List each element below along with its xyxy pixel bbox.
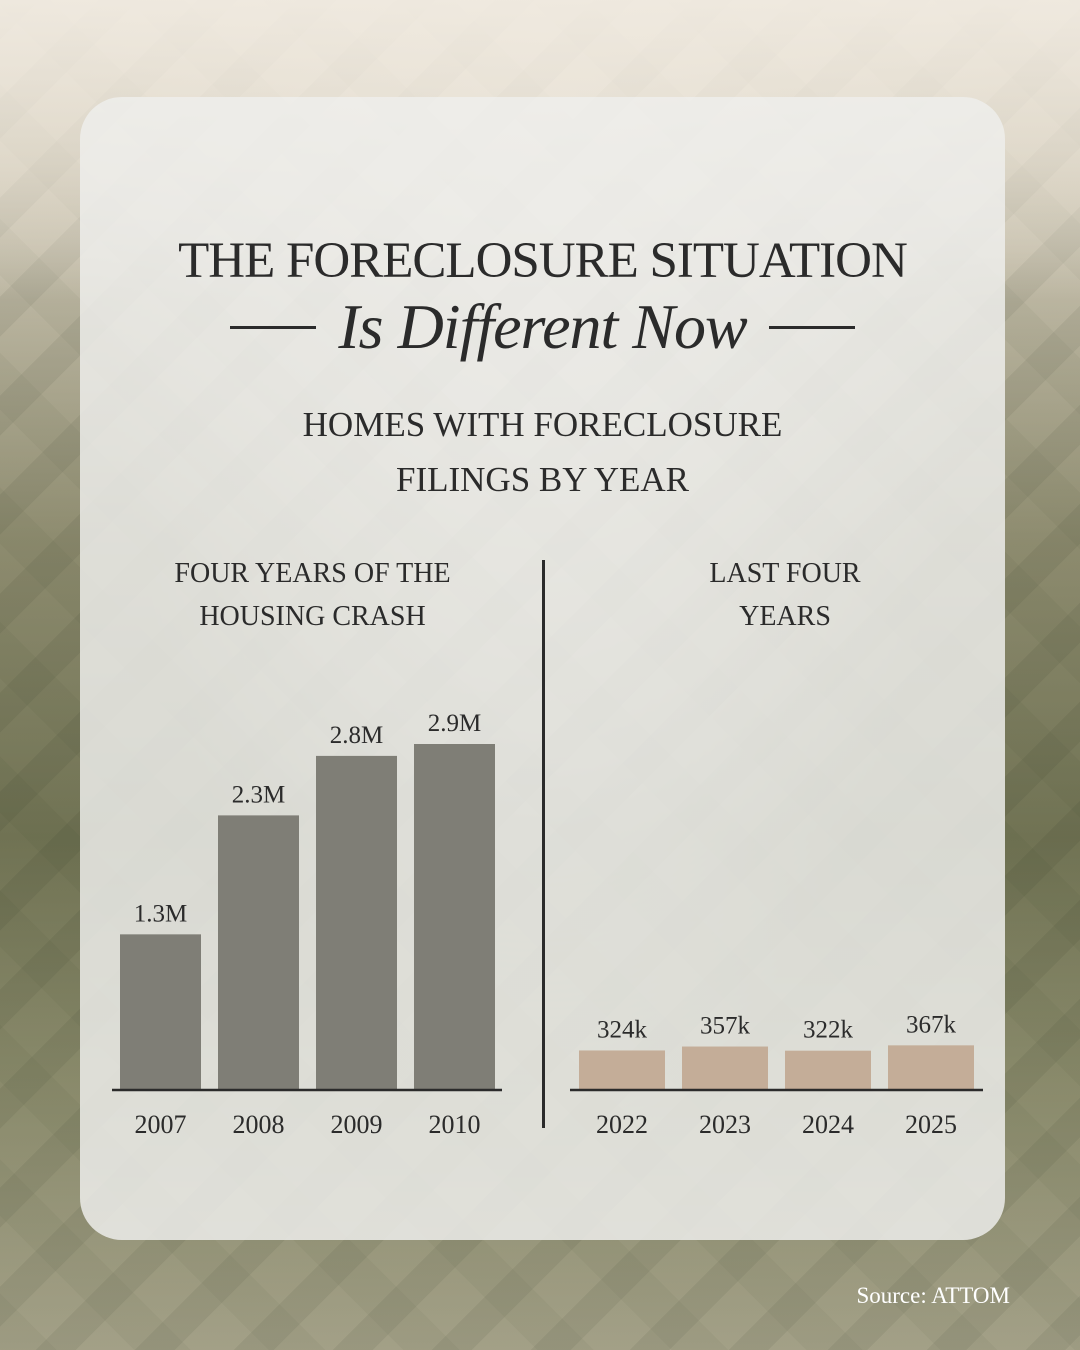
crash-tick-label-2010: 2010 <box>429 1110 481 1139</box>
crash-data-label-2007: 1.3M <box>134 900 187 927</box>
recent-tick-label-2023: 2023 <box>699 1110 751 1139</box>
recent-data-label-2024: 322k <box>803 1017 854 1044</box>
recent-bar-2022 <box>579 1050 665 1089</box>
crash-tick-label-2007: 2007 <box>135 1110 187 1139</box>
crash-data-label-2008: 2.3M <box>232 781 285 808</box>
crash-bar-2008 <box>218 815 299 1089</box>
recent-tick-label-2024: 2024 <box>802 1110 854 1139</box>
headline-line-2-row: Is Different Now <box>80 290 1005 364</box>
infographic-card: THE FORECLOSURE SITUATION Is Different N… <box>80 97 1005 1240</box>
crash-tick-label-2009: 2009 <box>331 1110 383 1139</box>
headline-rule-right <box>768 325 855 329</box>
headline-rule-left <box>230 325 317 329</box>
subtitle-line-2: FILINGS BY YEAR <box>396 460 689 499</box>
crash-data-label-2010: 2.9M <box>428 710 481 737</box>
recent-data-label-2025: 367k <box>906 1011 957 1038</box>
recent-bar-2024 <box>785 1050 871 1089</box>
panel-divider <box>542 560 545 1128</box>
crash-data-label-2009: 2.8M <box>330 722 383 749</box>
headline-line-2: Is Different Now <box>338 291 747 362</box>
recent-data-label-2022: 324k <box>597 1016 648 1043</box>
crash-tick-label-2008: 2008 <box>233 1110 285 1139</box>
recent-bar-2023 <box>682 1046 768 1089</box>
headline-line-1: THE FORECLOSURE SITUATION <box>178 233 908 289</box>
crash-bar-2010 <box>414 744 495 1089</box>
recent-data-label-2023: 357k <box>700 1013 751 1040</box>
subtitle-line-1: HOMES WITH FORECLOSURE <box>302 405 783 444</box>
crash-bar-2007 <box>120 934 201 1089</box>
crash-panel-title-line-2: HOUSING CRASH <box>199 601 426 632</box>
recent-tick-label-2022: 2022 <box>596 1110 648 1139</box>
crash-panel-title-line-1: FOUR YEARS OF THE <box>174 558 451 589</box>
chart-subtitle: HOMES WITH FORECLOSURE FILINGS BY YEAR <box>240 397 845 507</box>
crash-bar-2009 <box>316 755 397 1089</box>
bar-charts: 1.3M 2007 2.3M 2008 2.8M 2009 2.9M 2010 324k 2022… <box>112 710 983 1139</box>
recent-panel-title-line-1: LAST FOUR <box>709 558 861 589</box>
crash-panel-title: FOUR YEARS OF THE HOUSING CRASH <box>110 552 515 638</box>
recent-tick-label-2025: 2025 <box>905 1110 957 1139</box>
recent-panel-title-line-2: YEARS <box>739 601 831 632</box>
recent-panel-title: LAST FOUR YEARS <box>575 552 995 638</box>
recent-bar-2025 <box>888 1045 974 1089</box>
